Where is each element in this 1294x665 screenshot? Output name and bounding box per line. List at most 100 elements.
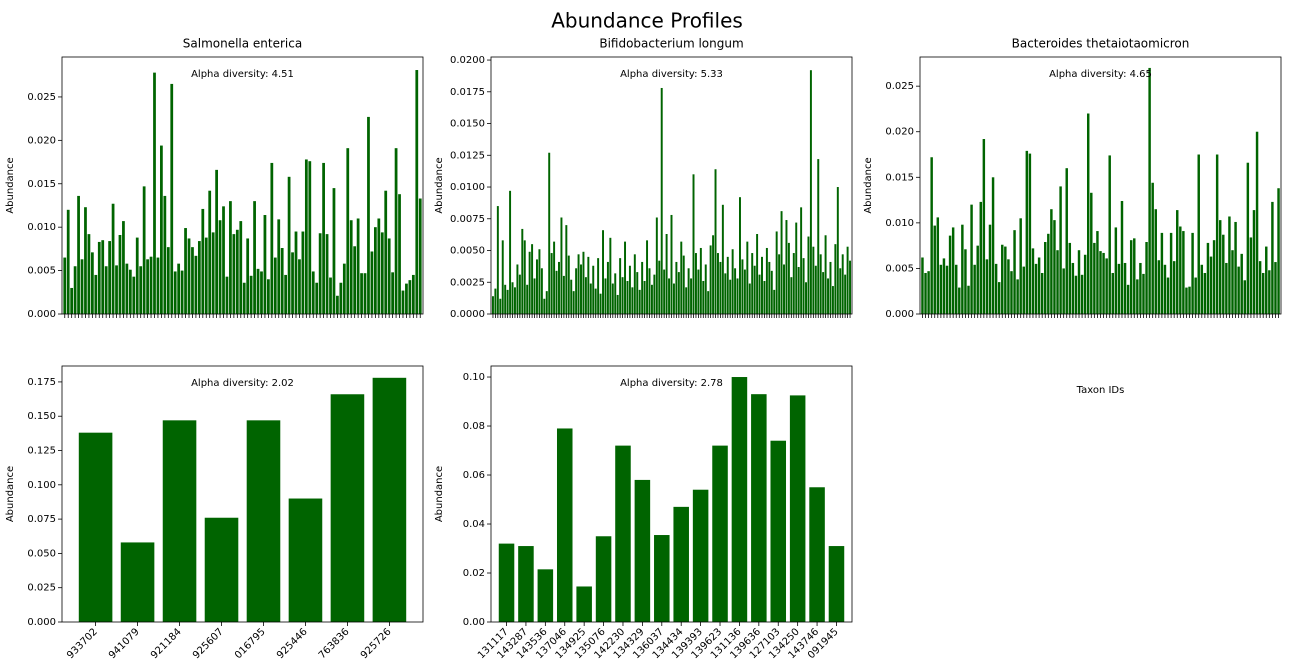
bar	[846, 246, 849, 314]
bar	[342, 263, 346, 314]
bar	[1145, 242, 1148, 314]
bar	[582, 251, 585, 314]
bar	[70, 287, 74, 314]
bar	[660, 87, 663, 315]
bar	[146, 259, 149, 314]
bar	[1169, 232, 1173, 314]
bar	[260, 271, 263, 314]
bar	[367, 116, 370, 314]
bar	[304, 159, 308, 314]
bar	[967, 285, 970, 314]
bar	[63, 257, 67, 314]
bar	[356, 218, 360, 314]
bar	[239, 221, 243, 314]
bar	[215, 169, 218, 314]
bar	[829, 261, 832, 314]
bar	[78, 432, 113, 622]
bar	[1040, 272, 1044, 314]
bar	[765, 247, 768, 314]
bar	[731, 249, 734, 314]
bar	[638, 289, 641, 314]
bar	[1007, 259, 1010, 314]
bar	[734, 268, 737, 314]
bar	[518, 274, 521, 314]
bar	[1218, 220, 1222, 314]
bar	[942, 258, 946, 314]
bar	[277, 219, 281, 314]
bar	[104, 266, 108, 314]
bar	[194, 255, 198, 314]
y-tick-label: 0.025	[27, 92, 56, 103]
bar	[87, 234, 91, 314]
bar	[1160, 232, 1164, 314]
bar	[1105, 258, 1108, 314]
bar	[751, 394, 767, 622]
bar	[267, 279, 270, 314]
bar	[128, 269, 132, 314]
bar	[1102, 252, 1105, 314]
bar	[1237, 266, 1240, 314]
y-tick-label: 0.150	[27, 411, 56, 422]
y-tick-label: 0.0200	[450, 55, 485, 66]
bar	[1034, 263, 1038, 314]
bar	[809, 70, 812, 314]
bar	[599, 293, 602, 314]
bar	[177, 263, 181, 314]
y-tick-label: 0.0175	[450, 87, 485, 98]
bar	[301, 231, 305, 314]
bar	[1083, 254, 1087, 314]
bar	[615, 445, 631, 622]
bar	[565, 225, 568, 314]
bar	[787, 242, 790, 314]
bar	[149, 256, 153, 314]
bar	[1268, 270, 1271, 314]
bar	[1191, 232, 1194, 314]
bar	[1222, 234, 1225, 314]
bar	[1099, 251, 1102, 314]
y-tick-label: 0.04	[463, 519, 485, 530]
bar	[1004, 246, 1007, 314]
bar	[325, 234, 329, 314]
bar	[491, 296, 494, 314]
bar	[191, 247, 194, 314]
y-tick-label: 0.005	[27, 266, 56, 277]
bar	[1252, 210, 1256, 314]
bar	[360, 273, 363, 314]
bar	[1200, 264, 1204, 314]
bar	[646, 240, 649, 314]
bar	[673, 506, 689, 622]
bar	[318, 233, 322, 314]
bar	[90, 252, 94, 314]
bar	[1142, 273, 1145, 314]
bar	[1255, 131, 1259, 314]
bar	[66, 209, 70, 314]
bar	[1062, 268, 1065, 314]
bar	[558, 261, 560, 314]
bar	[1209, 256, 1213, 314]
x-tick-label: 933702	[65, 626, 100, 661]
y-tick-label: 0.010	[885, 218, 914, 229]
bar	[724, 273, 727, 314]
bar	[680, 241, 683, 314]
y-tick-label: 0.020	[27, 135, 56, 146]
bar	[736, 278, 739, 314]
bar	[753, 265, 756, 314]
y-tick-label: 0.0125	[450, 150, 485, 161]
bar	[589, 283, 592, 314]
y-tick-label: 0.0025	[450, 277, 485, 288]
y-tick-label: 0.005	[885, 263, 914, 274]
bar	[288, 498, 323, 622]
bar	[758, 274, 761, 314]
bar	[370, 251, 374, 314]
bar	[208, 190, 212, 314]
bar	[1231, 250, 1234, 314]
annotation: Alpha diversity: 2.78	[620, 378, 723, 389]
bar	[329, 277, 332, 314]
bar	[1228, 216, 1231, 314]
bar	[1080, 274, 1084, 314]
bar	[97, 241, 101, 314]
bar	[1093, 242, 1096, 314]
bar	[1047, 233, 1050, 314]
bar	[372, 377, 407, 622]
bar	[584, 277, 587, 314]
